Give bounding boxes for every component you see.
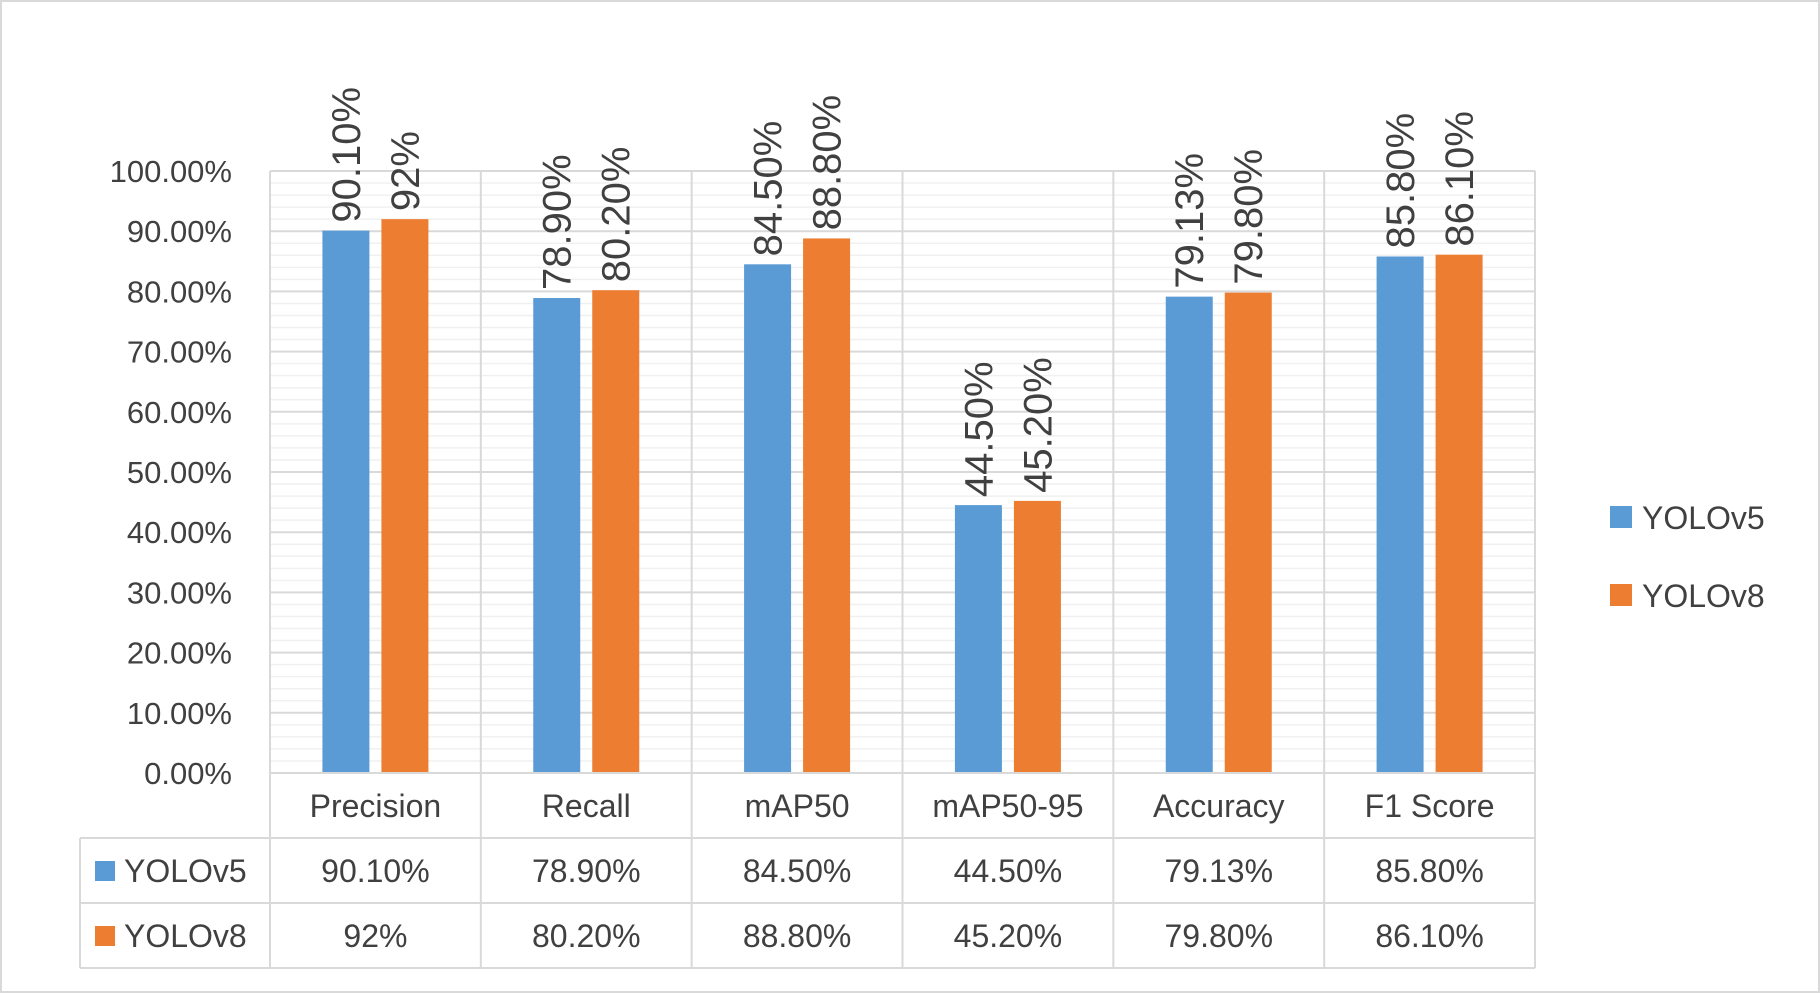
table-cell: 78.90% <box>532 853 641 889</box>
y-tick-label: 30.00% <box>127 575 232 610</box>
bar-yolov8 <box>1224 292 1272 773</box>
legend-key <box>1610 584 1632 606</box>
y-tick-label: 60.00% <box>127 395 232 430</box>
legend: YOLOv5 YOLOv8 <box>1610 500 1765 614</box>
data-label: 80.20% <box>595 147 639 283</box>
data-label: 88.80% <box>806 95 850 231</box>
y-tick-label: 100.00% <box>110 154 232 189</box>
bar-yolov8 <box>592 290 640 773</box>
y-tick-label: 50.00% <box>127 455 232 490</box>
table-cell: 90.10% <box>321 853 430 889</box>
data-label: 84.50% <box>747 121 791 257</box>
y-tick-label: 10.00% <box>127 696 232 731</box>
table-cell: 79.13% <box>1164 853 1273 889</box>
bars <box>322 219 1483 774</box>
table-cell: 45.20% <box>954 918 1063 954</box>
x-category-label: mAP50-95 <box>932 788 1083 824</box>
data-label: 78.90% <box>536 154 580 290</box>
y-tick-label: 70.00% <box>127 335 232 370</box>
table-cell: 92% <box>343 918 407 954</box>
data-label: 90.10% <box>325 87 369 223</box>
y-tick-label: 80.00% <box>127 274 232 309</box>
table-cell: 85.80% <box>1375 853 1484 889</box>
legend-label: YOLOv8 <box>1642 578 1765 614</box>
x-category-label: F1 Score <box>1365 788 1495 824</box>
table-cell: 44.50% <box>954 853 1063 889</box>
bar-yolov8 <box>1013 500 1061 773</box>
x-category-label: mAP50 <box>745 788 850 824</box>
gridlines <box>269 170 1536 968</box>
x-category-label: Precision <box>310 788 442 824</box>
data-label: 79.13% <box>1168 153 1212 289</box>
data-labels: 90.10% 92% 78.90% 80.20% 84.50% 88.80% 44.50% 4… <box>325 87 1482 497</box>
x-category-label: Recall <box>542 788 631 824</box>
data-label: 79.80% <box>1227 149 1271 285</box>
y-tick-label: 20.00% <box>127 636 232 671</box>
table-cell: 80.20% <box>532 918 641 954</box>
y-axis-tick-labels: 0.00% 10.00% 20.00% 30.00% 40.00% 50.00% 60.00… <box>110 154 232 791</box>
table-cell: 84.50% <box>743 853 852 889</box>
bar-yolov5 <box>533 298 581 773</box>
y-tick-label: 40.00% <box>127 515 232 550</box>
bar-yolov8 <box>803 238 851 773</box>
table-series-name: YOLOv5 <box>124 853 247 889</box>
data-label: 86.10% <box>1438 111 1482 247</box>
data-label: 85.80% <box>1379 113 1423 249</box>
table-cell: 79.80% <box>1164 918 1273 954</box>
data-table: Precision Recall mAP50 mAP50-95 Accuracy F1 S… <box>79 772 1535 969</box>
bar-yolov8 <box>381 219 429 773</box>
bar-yolov5 <box>744 264 792 773</box>
data-label: 92% <box>384 131 428 211</box>
bar-yolov5 <box>322 230 370 773</box>
table-series-name: YOLOv8 <box>124 918 247 954</box>
table-legend-key <box>95 861 115 881</box>
legend-key <box>1610 506 1632 528</box>
table-cell: 88.80% <box>743 918 852 954</box>
y-tick-label: 90.00% <box>127 214 232 249</box>
table-legend-key <box>95 926 115 946</box>
x-category-label: Accuracy <box>1153 788 1285 824</box>
bar-yolov5 <box>954 505 1002 773</box>
table-cell: 86.10% <box>1375 918 1484 954</box>
y-tick-label: 0.00% <box>144 756 232 791</box>
bar-yolov8 <box>1435 254 1483 774</box>
legend-label: YOLOv5 <box>1642 500 1765 536</box>
bar-yolov5 <box>1165 296 1213 773</box>
data-label: 44.50% <box>957 361 1001 497</box>
data-label: 45.20% <box>1016 357 1060 493</box>
bar-yolov5 <box>1376 256 1424 773</box>
